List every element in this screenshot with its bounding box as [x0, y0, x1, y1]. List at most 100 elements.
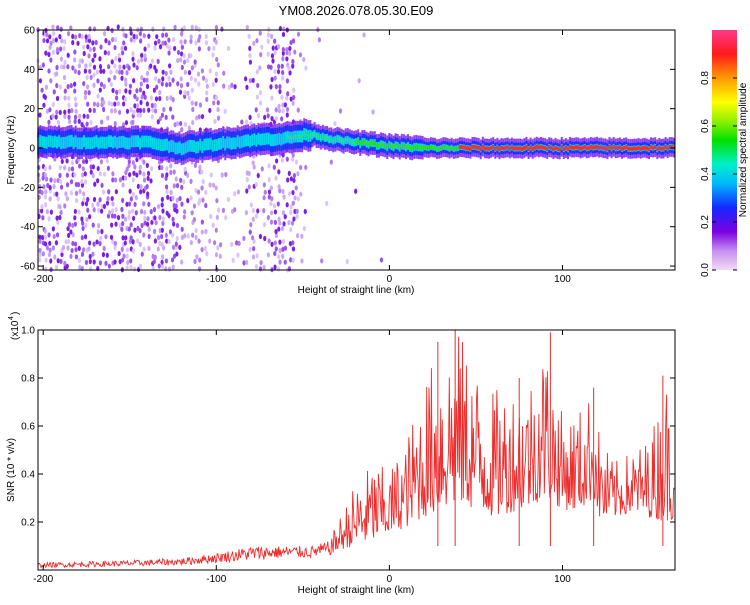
noise-cell — [124, 33, 128, 39]
ridge-core — [519, 146, 522, 151]
noise-cell — [92, 196, 97, 203]
noise-cell — [248, 45, 252, 51]
noise-cell — [55, 71, 59, 77]
noise-cell — [248, 78, 252, 84]
noise-cell — [105, 252, 109, 258]
noise-cell — [221, 207, 226, 213]
ridge-inner — [282, 132, 285, 145]
noise-cell — [113, 245, 117, 251]
ridge-core — [535, 144, 538, 149]
noise-cell — [263, 189, 267, 195]
noise-cell — [134, 210, 138, 216]
noise-cell — [288, 50, 292, 56]
noise-cell — [116, 101, 120, 107]
noise-cell — [254, 213, 259, 219]
noise-cell — [58, 109, 62, 116]
noise-cell — [42, 31, 46, 37]
noise-cell — [73, 81, 77, 87]
noise-cell — [191, 232, 195, 238]
noise-cell — [186, 57, 190, 64]
noise-cell — [180, 234, 184, 241]
ridge-core — [463, 145, 466, 150]
noise-cell — [55, 191, 59, 197]
noise-cell — [100, 119, 104, 125]
ridge-core — [357, 139, 360, 144]
noise-cell — [133, 164, 137, 170]
spectrogram-x-label: Height of straight line (km) — [298, 285, 415, 296]
ridge-core — [560, 144, 563, 149]
noise-cell — [174, 241, 178, 247]
noise-cell — [161, 69, 165, 75]
noise-cell — [87, 246, 91, 252]
noise-cell — [262, 195, 266, 201]
noise-cell — [89, 169, 93, 175]
noise-cell — [192, 203, 197, 209]
noise-cell — [145, 83, 150, 90]
noise-cell — [122, 40, 126, 46]
noise-cell — [69, 229, 73, 235]
noise-cell — [158, 89, 162, 96]
noise-cell — [178, 57, 183, 63]
ridge-inner — [238, 136, 241, 149]
noise-cell — [278, 239, 282, 245]
noise-cell — [189, 195, 193, 201]
noise-cell — [48, 44, 52, 51]
noise-cell — [273, 68, 277, 75]
ridge-core — [373, 141, 376, 146]
ridge-core — [338, 137, 341, 142]
noise-cell — [295, 208, 299, 214]
ridge-core — [583, 145, 586, 149]
noise-cell — [134, 34, 139, 40]
ridge-inner — [53, 135, 56, 148]
x-tick-label: 0 — [387, 574, 393, 585]
noise-cell — [67, 118, 72, 125]
ridge-core — [537, 145, 540, 150]
noise-cell — [76, 182, 81, 188]
noise-cell — [100, 208, 104, 214]
noise-cell — [180, 259, 184, 265]
ridge-inner — [89, 137, 92, 150]
noise-cell — [77, 70, 81, 76]
noise-cell — [87, 34, 91, 40]
noise-cell — [129, 264, 133, 271]
noise-cell — [281, 246, 285, 252]
noise-cell — [120, 69, 124, 75]
noise-cell — [198, 164, 202, 170]
noise-cell — [66, 226, 70, 232]
noise-cell — [115, 68, 119, 75]
ridge-inner — [247, 134, 250, 147]
ridge-core — [573, 145, 576, 150]
noise-cell — [129, 30, 133, 36]
noise-cell — [180, 31, 184, 37]
noise-cell — [122, 64, 126, 70]
noise-cell — [273, 209, 278, 215]
ridge-core — [334, 137, 337, 142]
noise-cell — [295, 213, 299, 219]
noise-cell — [157, 38, 161, 44]
x-tick-label: 100 — [554, 574, 571, 585]
noise-cell — [233, 84, 237, 90]
ridge-inner — [58, 135, 61, 147]
noise-cell — [63, 165, 67, 171]
noise-cell — [132, 170, 136, 176]
noise-cell — [96, 165, 100, 172]
noise-cell — [296, 196, 301, 202]
noise-cell — [289, 39, 293, 46]
noise-cell — [106, 196, 110, 202]
ridge-core — [394, 143, 397, 148]
noise-cell — [187, 125, 191, 131]
noise-cell — [102, 99, 106, 106]
noise-cell — [80, 178, 84, 184]
noise-cell — [40, 87, 44, 93]
noise-cell — [287, 65, 291, 71]
noise-cell — [59, 64, 64, 70]
ridge-inner — [80, 137, 83, 150]
noise-cell — [194, 101, 198, 107]
noise-cell — [192, 217, 197, 223]
ridge-core — [625, 145, 628, 150]
noise-cell — [197, 46, 201, 52]
noise-cell — [287, 191, 292, 197]
ridge-core — [662, 146, 665, 151]
ridge-inner — [255, 134, 258, 147]
noise-cell — [86, 101, 90, 107]
